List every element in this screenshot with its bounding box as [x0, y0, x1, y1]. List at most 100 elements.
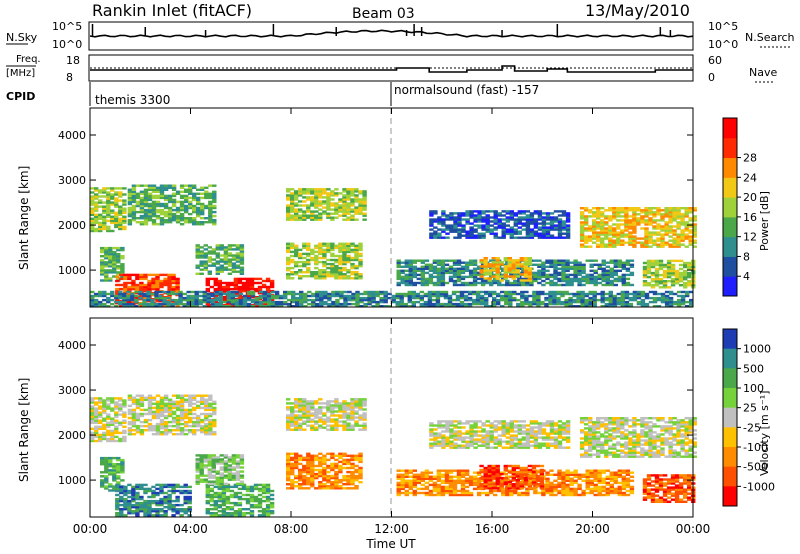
range-time-cell: [119, 277, 124, 281]
range-time-cell: [359, 298, 364, 302]
range-time-cell: [548, 298, 553, 302]
range-time-cell: [338, 271, 343, 274]
range-time-cell: [483, 257, 488, 260]
range-time-cell: [171, 506, 176, 509]
range-time-cell: [346, 402, 351, 405]
range-time-cell: [362, 214, 367, 217]
range-time-cell: [600, 294, 605, 298]
range-time-cell: [420, 283, 425, 287]
range-time-cell: [346, 414, 351, 417]
range-time-cell: [334, 192, 339, 195]
range-time-cell: [98, 405, 103, 408]
range-time-cell: [90, 195, 95, 198]
range-time-cell: [167, 281, 172, 285]
range-time-cell: [457, 216, 462, 219]
range-time-cell: [584, 294, 589, 298]
range-time-cell: [94, 209, 99, 212]
range-time-cell: [171, 510, 176, 513]
range-time-cell: [231, 258, 237, 261]
range-time-cell: [489, 224, 494, 227]
range-time-cell: [642, 282, 648, 285]
range-time-cell: [517, 277, 522, 281]
range-time-cell: [457, 222, 462, 225]
range-time-cell: [549, 234, 555, 237]
range-time-cell: [139, 487, 144, 491]
range-time-cell: [139, 402, 145, 405]
range-time-cell: [330, 428, 335, 431]
range-time-cell: [102, 195, 107, 198]
range-time-cell: [184, 221, 189, 224]
range-time-cell: [147, 217, 153, 220]
range-time-cell: [170, 302, 175, 306]
range-time-cell: [476, 265, 482, 268]
range-time-cell: [632, 237, 637, 240]
range-time-cell: [208, 402, 213, 405]
range-time-cell: [501, 283, 506, 287]
range-time-cell: [358, 246, 363, 250]
range-time-cell: [624, 209, 629, 212]
range-time-cell: [112, 265, 117, 268]
range-time-cell: [204, 402, 209, 405]
range-time-cell: [346, 204, 351, 207]
range-time-cell: [509, 273, 514, 277]
range-time-cell: [120, 467, 125, 470]
range-time-cell: [455, 305, 461, 308]
range-time-cell: [553, 236, 559, 239]
range-time-cell: [143, 512, 148, 515]
range-time-cell: [135, 283, 140, 287]
range-time-cell: [553, 261, 558, 264]
colorbar-tick-label: 8: [743, 250, 750, 263]
range-time-cell: [245, 283, 251, 287]
range-time-cell: [491, 263, 496, 266]
range-time-cell: [656, 227, 661, 230]
range-time-cell: [131, 491, 136, 495]
range-time-cell: [302, 244, 307, 247]
range-time-cell: [306, 260, 311, 264]
range-time-cell: [441, 230, 446, 233]
range-time-cell: [127, 210, 133, 214]
range-time-cell: [469, 234, 474, 237]
range-time-cell: [656, 223, 661, 226]
range-time-cell: [612, 296, 617, 300]
range-time-cell: [106, 205, 111, 208]
range-time-cell: [557, 228, 563, 231]
range-time-cell: [346, 202, 351, 205]
range-time-cell: [476, 281, 482, 285]
range-time-cell: [239, 262, 245, 265]
range-time-cell: [119, 508, 124, 511]
range-time-cell: [208, 412, 213, 416]
range-time-cell: [330, 242, 335, 245]
range-time-cell: [371, 292, 376, 296]
range-time-cell: [127, 483, 132, 487]
range-time-cell: [600, 225, 605, 228]
range-time-cell: [354, 212, 359, 215]
range-time-cell: [115, 289, 120, 293]
range-time-cell: [122, 429, 127, 433]
range-time-cell: [200, 406, 205, 410]
range-time-cell: [227, 244, 233, 247]
range-time-cell: [98, 199, 103, 202]
range-time-cell: [334, 422, 339, 425]
range-time-cell: [596, 298, 601, 302]
range-time-cell: [200, 223, 205, 226]
range-time-cell: [131, 495, 136, 499]
range-time-cell: [580, 305, 585, 308]
range-time-cell: [106, 195, 111, 198]
range-time-cell: [492, 296, 497, 300]
range-time-cell: [448, 275, 454, 279]
range-time-cell: [335, 290, 340, 294]
range-time-cell: [167, 412, 173, 416]
range-time-cell: [461, 212, 466, 215]
range-time-cell: [330, 194, 335, 197]
range-time-cell: [298, 271, 303, 274]
range-time-cell: [362, 418, 367, 421]
range-time-cell: [350, 256, 355, 260]
range-time-cell: [351, 296, 356, 300]
range-time-cell: [650, 278, 656, 281]
range-time-cell: [143, 202, 149, 206]
range-time-cell: [346, 426, 351, 429]
range-time-cell: [408, 279, 413, 283]
range-time-cell: [569, 265, 574, 268]
range-time-cell: [302, 416, 307, 419]
range-time-cell: [294, 208, 299, 211]
